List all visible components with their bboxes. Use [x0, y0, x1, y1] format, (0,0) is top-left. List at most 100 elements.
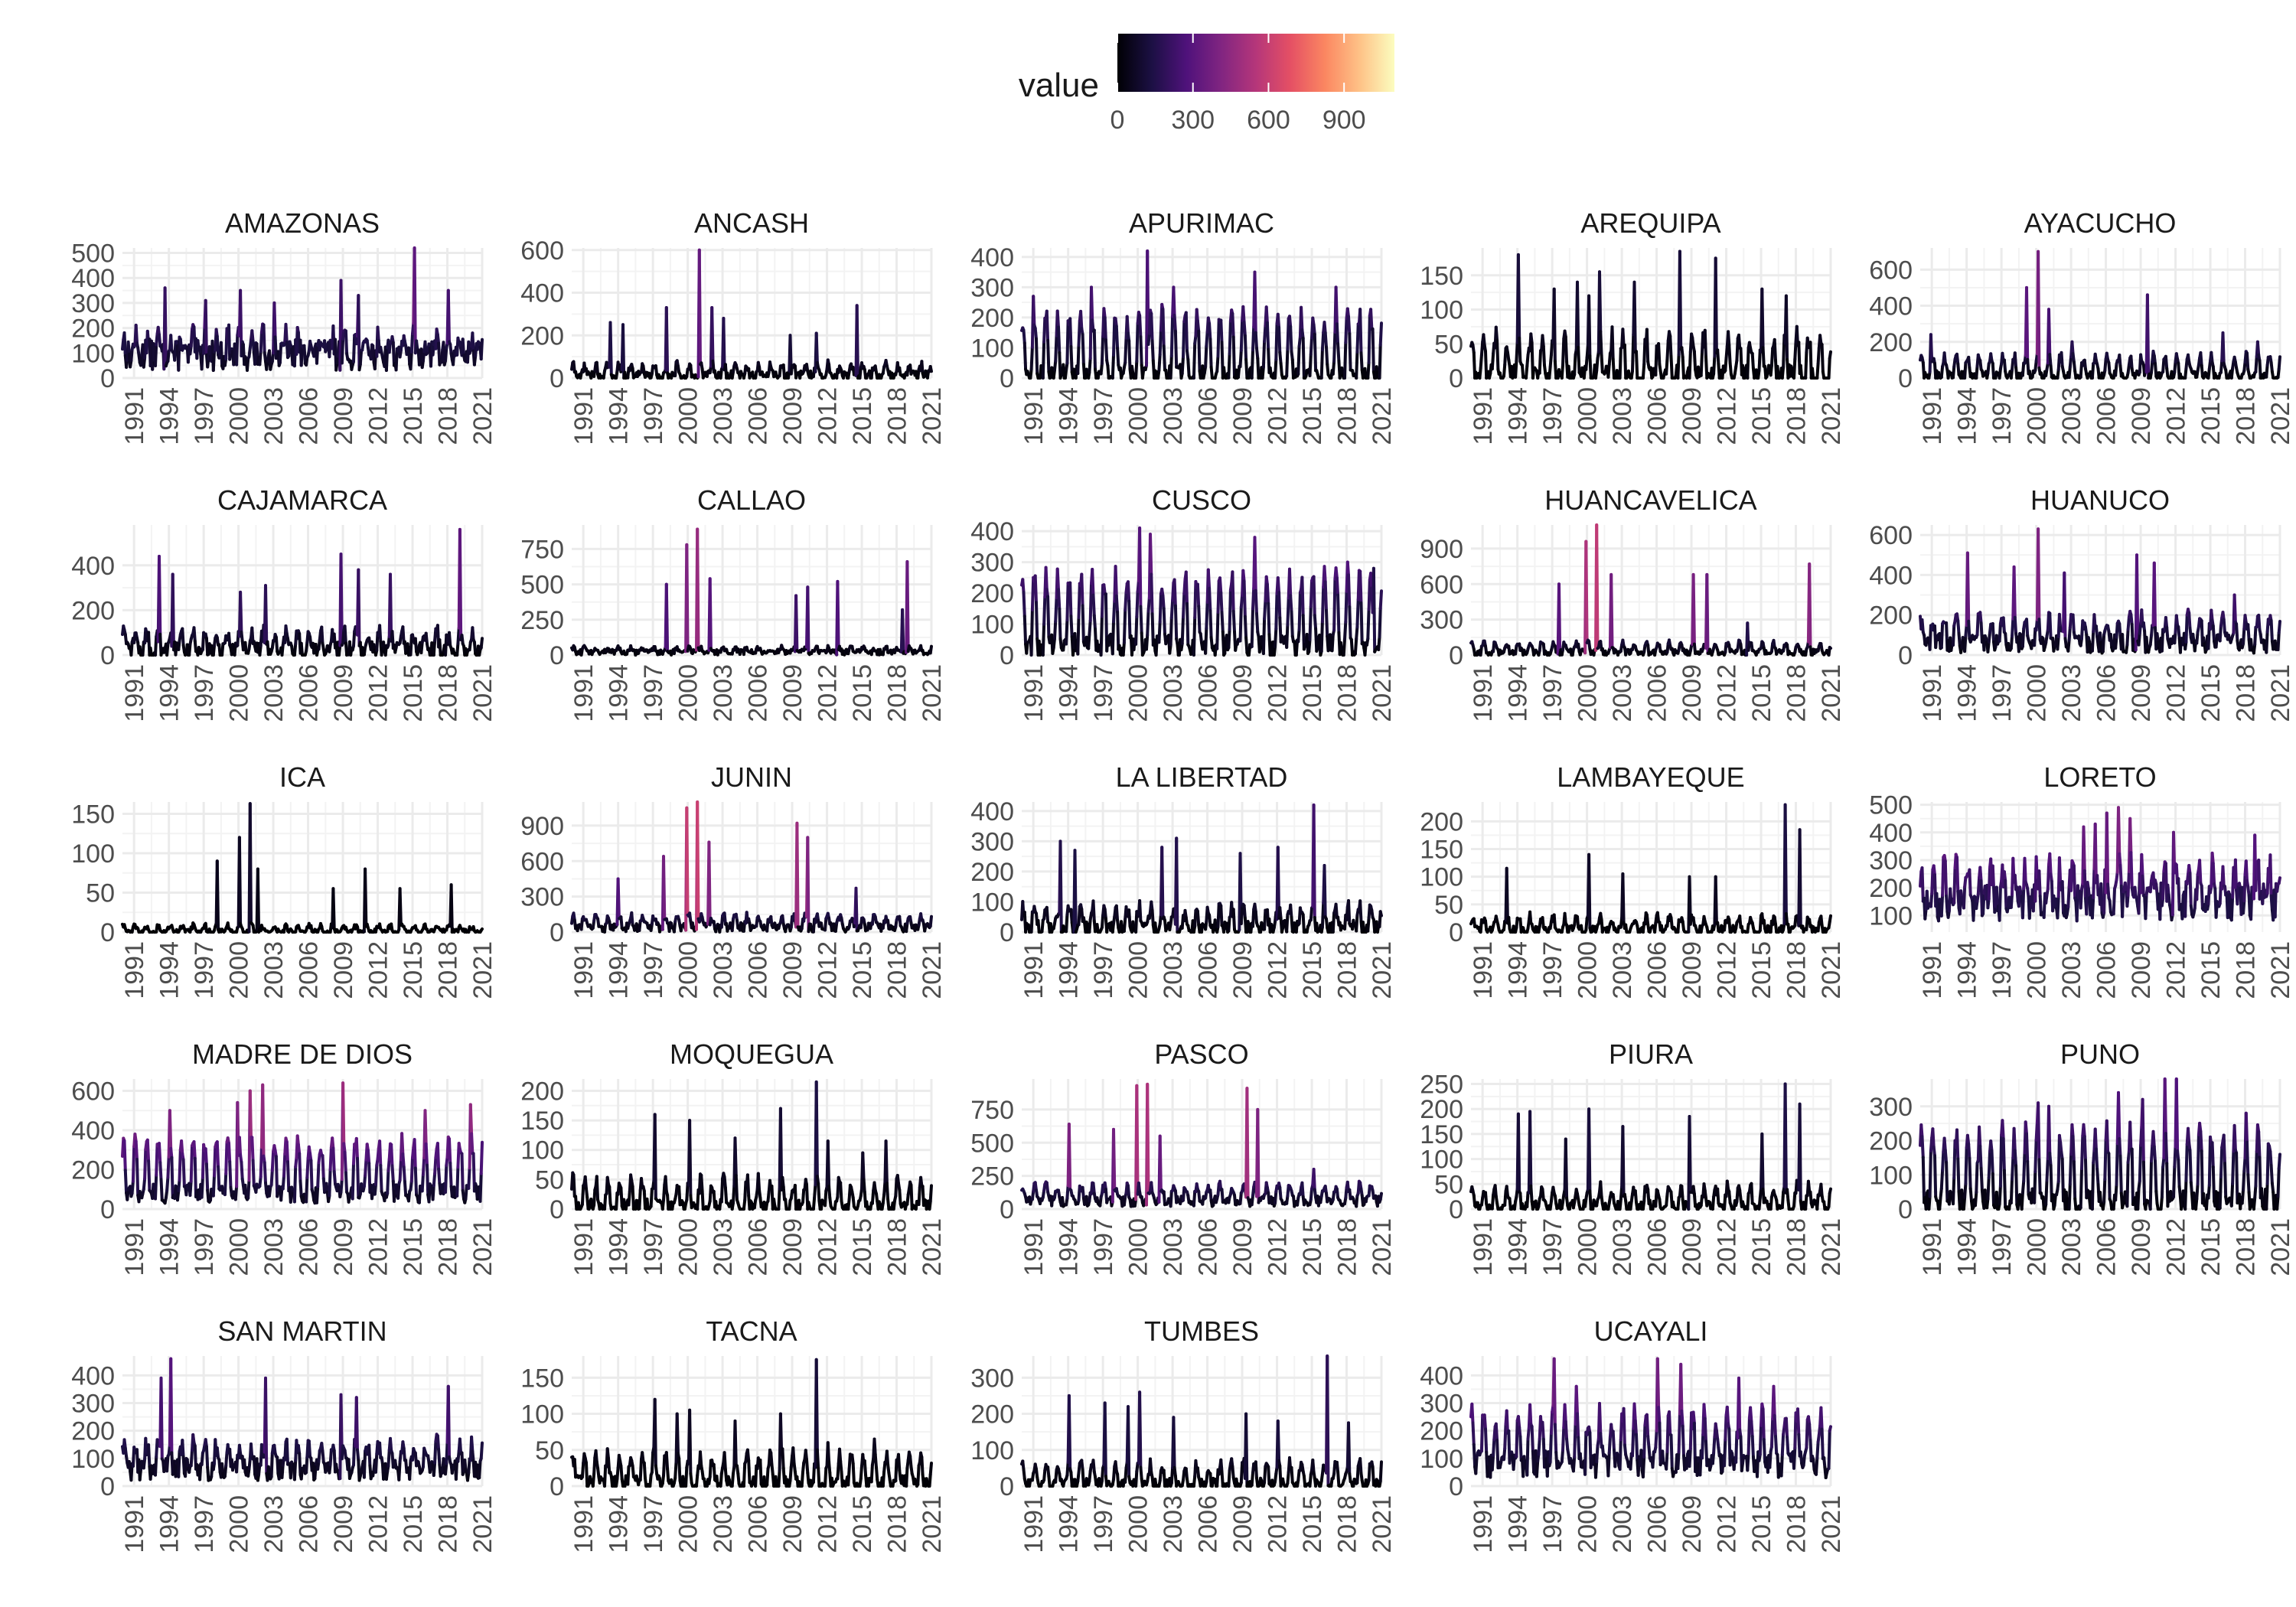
- x-tick-label: 2021: [468, 1495, 497, 1553]
- x-tick-label: 2021: [1817, 387, 1846, 445]
- x-tick-label: 2000: [1124, 1495, 1153, 1553]
- x-tick-label: 2000: [225, 664, 254, 722]
- x-tick-label: 1991: [569, 664, 598, 722]
- x-tick-label: 1991: [569, 1218, 598, 1276]
- x-tick-label: 2015: [399, 1495, 428, 1553]
- x-tick-label: 1994: [1953, 1218, 1982, 1276]
- y-tick-label: 100: [1869, 901, 1913, 931]
- x-tick-label: 2012: [1264, 1218, 1293, 1276]
- x-tick-label: 2003: [259, 387, 289, 445]
- x-tick-label: 2009: [329, 1495, 358, 1553]
- x-tick-label: 2006: [744, 387, 773, 445]
- x-tick-label: 2000: [1574, 941, 1603, 999]
- x-tick-label: 2000: [1124, 941, 1153, 999]
- x-tick-label: 2018: [2232, 664, 2261, 722]
- y-tick-label: 900: [520, 812, 564, 841]
- x-tick-label: 2000: [674, 1218, 703, 1276]
- x-tick-label: 2003: [1608, 941, 1637, 999]
- x-tick-label: 2012: [1264, 664, 1293, 722]
- y-tick-label: 0: [1000, 918, 1014, 947]
- y-tick-label: 0: [1898, 364, 1913, 393]
- y-tick-label: 400: [71, 1116, 115, 1146]
- x-tick-label: 2012: [364, 1218, 393, 1276]
- y-tick-label: 200: [970, 579, 1014, 608]
- facet-title: TUMBES: [1144, 1315, 1259, 1347]
- x-tick-label: 2018: [1782, 1495, 1812, 1553]
- x-tick-label: 1997: [1538, 1495, 1567, 1553]
- x-tick-label: 2015: [1298, 1495, 1327, 1553]
- x-tick-label: 1994: [1055, 1495, 1084, 1553]
- x-tick-label: 2021: [918, 1218, 947, 1276]
- y-tick-label: 750: [520, 535, 564, 564]
- y-tick-label: 0: [100, 1195, 115, 1224]
- x-tick-label: 2021: [2266, 387, 2295, 445]
- x-tick-label: 2021: [1817, 1218, 1846, 1276]
- y-tick-label: 600: [71, 1077, 115, 1106]
- x-tick-label: 1994: [155, 387, 184, 445]
- x-tick-label: 2012: [364, 941, 393, 999]
- x-tick-label: 2006: [295, 1218, 324, 1276]
- facet-title: MADRE DE DIOS: [192, 1038, 413, 1070]
- facet-panel-callao: CALLAO 0 250 500 750 1991 1994 1997 2000 2003 2006…: [520, 484, 947, 722]
- x-tick-label: 2012: [1713, 387, 1742, 445]
- y-tick-label: 0: [100, 1472, 115, 1501]
- x-tick-label: 2000: [1574, 1495, 1603, 1553]
- y-tick-label: 50: [86, 878, 115, 908]
- x-tick-label: 1997: [1089, 1495, 1118, 1553]
- facet-title: CAJAMARCA: [217, 484, 387, 516]
- y-tick-label: 250: [520, 606, 564, 635]
- x-tick-label: 1997: [639, 941, 668, 999]
- x-tick-label: 1997: [190, 1218, 219, 1276]
- y-tick-label: 300: [1869, 846, 1913, 875]
- x-tick-label: 2003: [1608, 387, 1637, 445]
- y-tick-label: 500: [1869, 791, 1913, 820]
- y-tick-label: 400: [1869, 819, 1913, 848]
- x-tick-label: 2003: [709, 1495, 738, 1553]
- x-tick-label: 2015: [848, 1495, 877, 1553]
- facet-panel-ancash: ANCASH 0 200 400 600 1991 1994 1997 2000 2003 2006…: [520, 207, 947, 445]
- x-tick-label: 2018: [434, 1495, 463, 1553]
- x-tick-label: 2018: [2232, 941, 2261, 999]
- x-tick-label: 1994: [1504, 1218, 1533, 1276]
- y-tick-label: 200: [1869, 1127, 1913, 1156]
- x-tick-label: 1991: [1469, 664, 1498, 722]
- x-tick-label: 2006: [2092, 1218, 2122, 1276]
- x-tick-label: 2015: [1747, 664, 1776, 722]
- y-tick-label: 400: [1869, 292, 1913, 321]
- x-tick-label: 1994: [605, 387, 634, 445]
- x-tick-label: 2006: [1643, 1218, 1672, 1276]
- y-tick-label: 300: [71, 1389, 115, 1418]
- x-tick-label: 2006: [1643, 387, 1672, 445]
- x-tick-label: 1994: [1055, 664, 1084, 722]
- series-line: [1469, 1082, 1832, 1211]
- x-tick-label: 2006: [1643, 941, 1672, 999]
- facet-title: HUANUCO: [2030, 484, 2170, 516]
- y-tick-label: 50: [535, 1165, 564, 1195]
- x-tick-label: 2012: [814, 941, 843, 999]
- x-tick-label: 2021: [1368, 387, 1397, 445]
- x-tick-label: 2000: [674, 941, 703, 999]
- series-line: [1020, 249, 1383, 380]
- x-tick-label: 2006: [2092, 941, 2122, 999]
- x-tick-label: 2018: [1782, 941, 1812, 999]
- x-tick-label: 1991: [1019, 387, 1049, 445]
- y-tick-label: 50: [1434, 1170, 1463, 1199]
- series-line: [121, 527, 484, 657]
- x-tick-label: 2015: [399, 1218, 428, 1276]
- x-tick-label: 2018: [883, 387, 912, 445]
- y-tick-label: 200: [970, 858, 1014, 887]
- x-tick-label: 2021: [1817, 941, 1846, 999]
- x-tick-label: 2000: [2023, 664, 2052, 722]
- x-tick-label: 2006: [2092, 387, 2122, 445]
- y-tick-label: 600: [520, 847, 564, 876]
- x-tick-label: 1991: [1918, 1218, 1947, 1276]
- x-tick-label: 2021: [918, 1495, 947, 1553]
- y-tick-label: 100: [71, 339, 115, 368]
- y-tick-label: 500: [970, 1129, 1014, 1158]
- x-tick-label: 2012: [1264, 941, 1293, 999]
- x-tick-label: 2021: [468, 664, 497, 722]
- y-tick-label: 0: [1000, 364, 1014, 393]
